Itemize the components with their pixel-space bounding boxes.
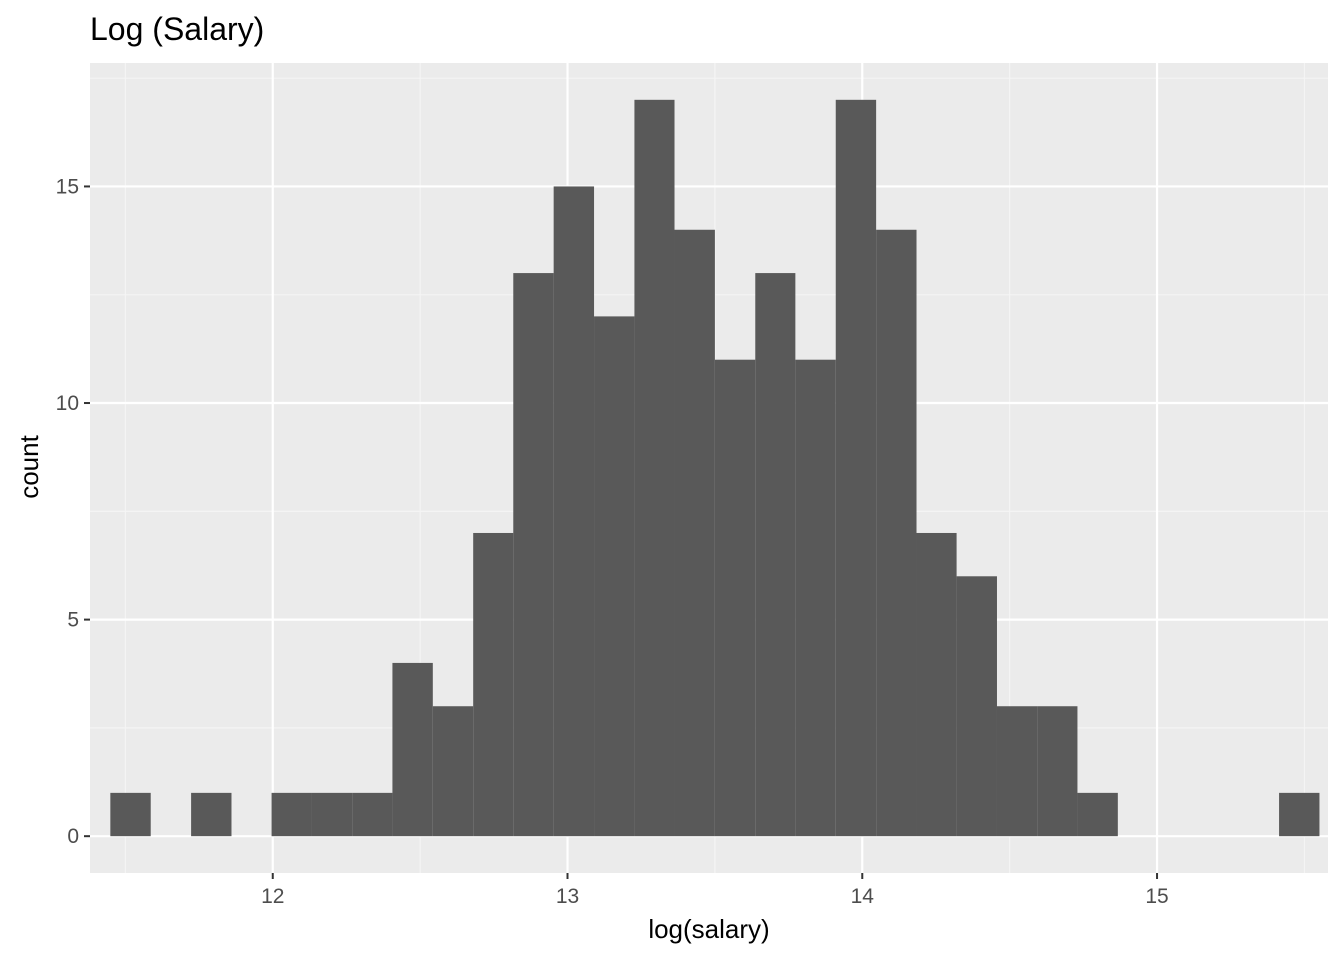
histogram-bar <box>916 532 957 837</box>
histogram-bar <box>755 273 796 837</box>
histogram-bar <box>795 359 836 837</box>
x-tick-label: 13 <box>556 885 579 908</box>
histogram-bar <box>473 532 514 837</box>
x-tick-label: 14 <box>851 885 875 908</box>
histogram-bar <box>432 706 474 837</box>
histogram-bar <box>835 99 877 837</box>
histogram-bar <box>392 662 433 837</box>
x-axis-ticks: 12 13 14 15 <box>261 873 1169 908</box>
histogram-bars <box>110 99 1320 837</box>
histogram-bar <box>674 229 715 837</box>
histogram-bar <box>352 792 393 837</box>
y-axis-title: count <box>14 434 44 498</box>
histogram-bar <box>956 576 997 837</box>
y-tick-label: 15 <box>56 175 79 198</box>
histogram-bar <box>271 792 312 837</box>
y-tick-label: 5 <box>67 609 79 632</box>
histogram-bar <box>634 99 675 837</box>
histogram-bar <box>996 706 1038 837</box>
histogram-bar <box>553 186 595 837</box>
histogram-bar <box>1279 792 1320 837</box>
histogram-bar <box>1077 792 1118 837</box>
y-axis-ticks: 0 5 10 15 <box>56 175 90 848</box>
histogram-bar <box>876 229 917 837</box>
histogram-bar <box>1037 706 1078 837</box>
histogram-bar <box>311 792 353 837</box>
histogram-bar <box>714 359 756 837</box>
y-tick-label: 10 <box>56 392 79 415</box>
x-axis-title: log(salary) <box>648 914 769 944</box>
y-tick-label: 0 <box>67 825 79 848</box>
x-tick-label: 12 <box>261 885 284 908</box>
x-tick-label: 15 <box>1145 885 1168 908</box>
chart-title: Log (Salary) <box>90 11 264 47</box>
histogram-bar <box>513 273 554 837</box>
histogram-bar <box>191 792 232 837</box>
histogram-bar <box>110 792 151 837</box>
histogram-bar <box>594 316 635 837</box>
